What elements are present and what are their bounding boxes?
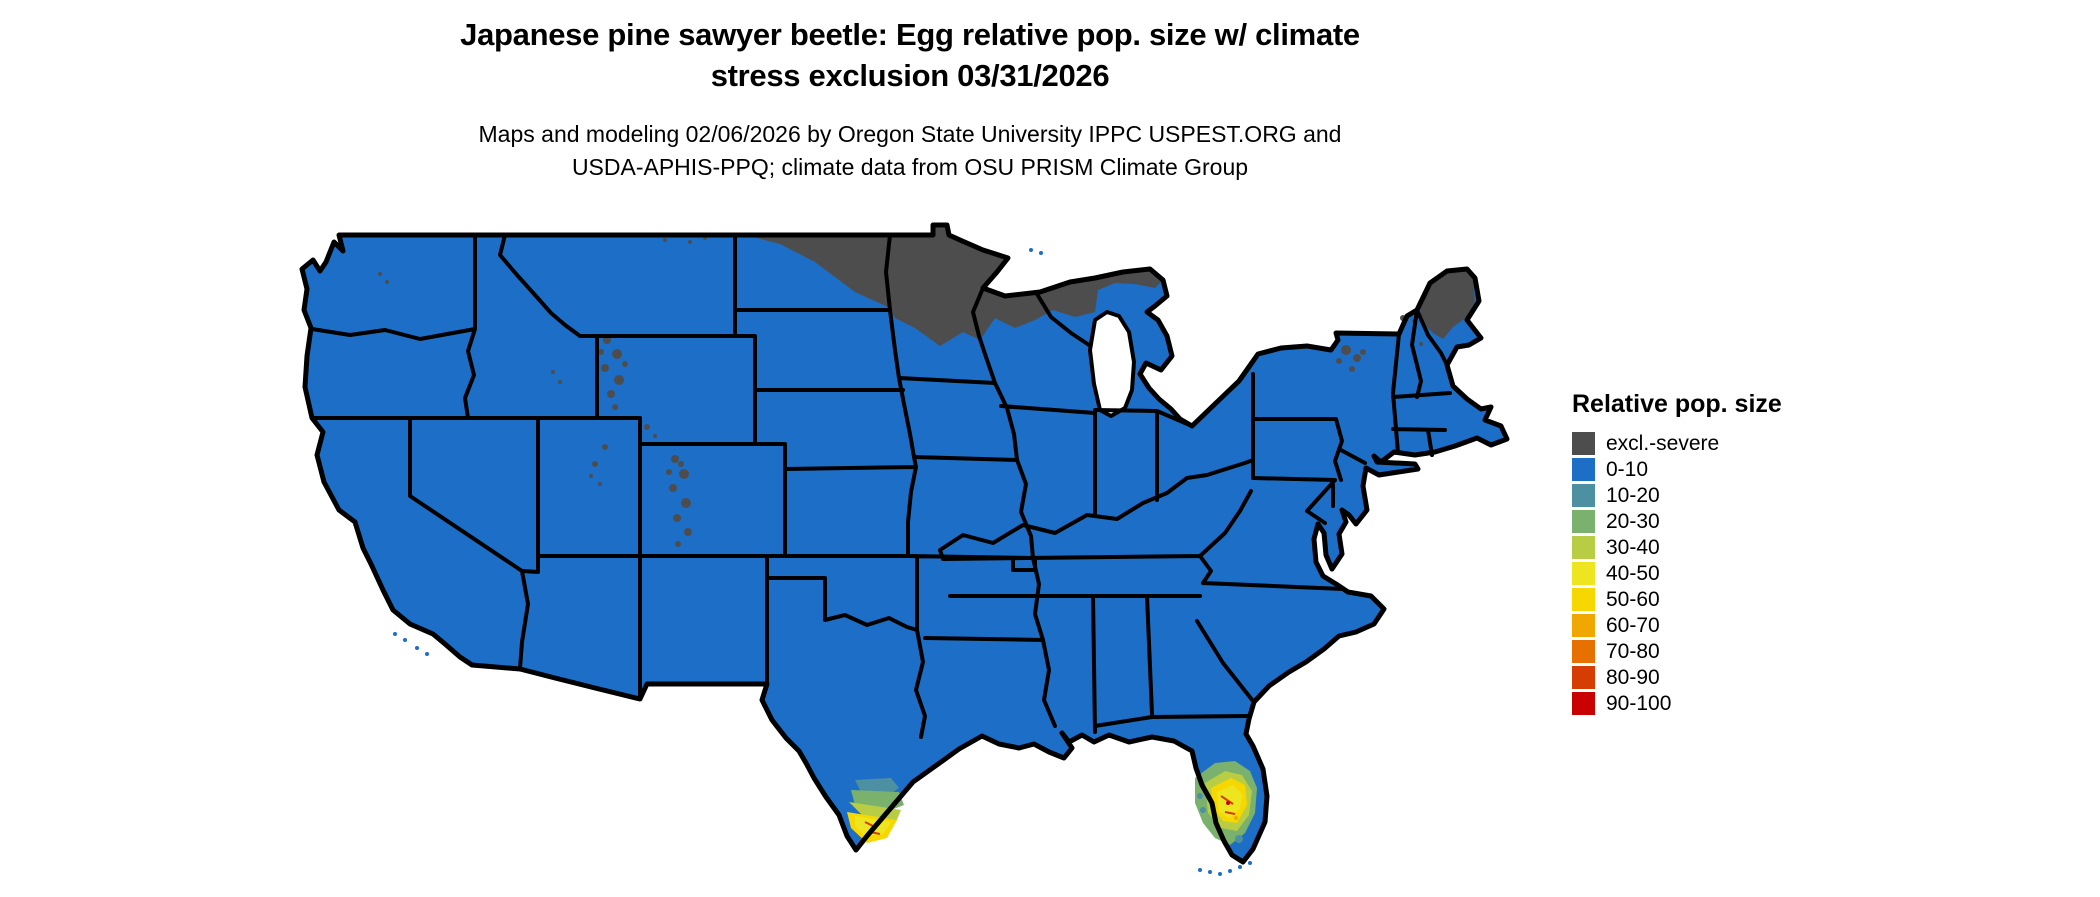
- us-risk-map: [295, 222, 1550, 892]
- legend-label: 30-40: [1606, 536, 1660, 559]
- legend-label: 40-50: [1606, 562, 1660, 585]
- exclusion-mountain-speckles: [378, 236, 1423, 547]
- legend-swatch-90-100: [1572, 692, 1595, 715]
- page-subtitle: Maps and modeling 02/06/2026 by Oregon S…: [405, 118, 1415, 184]
- legend-swatch-20-30: [1572, 510, 1595, 533]
- legend-row: 90-100: [1572, 692, 1832, 715]
- state-borders-east: [1093, 308, 1452, 525]
- offshore-islands: [393, 248, 1252, 876]
- legend-row: 80-90: [1572, 666, 1832, 689]
- legend-row: 20-30: [1572, 510, 1832, 533]
- state-borders-west: [310, 233, 919, 701]
- lake-michigan: [1088, 310, 1136, 418]
- legend-swatch-80-90: [1572, 666, 1595, 689]
- legend-swatch-60-70: [1572, 614, 1595, 637]
- exclusion-severe-region: [378, 225, 1475, 547]
- legend-swatch-0-10: [1572, 458, 1595, 481]
- page-title: Japanese pine sawyer beetle: Egg relativ…: [380, 14, 1440, 96]
- state-borders-central: [765, 286, 1345, 739]
- national-outline: [299, 222, 1510, 865]
- legend-row: 0-10: [1572, 458, 1832, 481]
- legend: Relative pop. size excl.-severe 0-10 10-…: [1572, 390, 1832, 718]
- legend-row: 40-50: [1572, 562, 1832, 585]
- legend-row: excl.-severe: [1572, 432, 1832, 455]
- legend-label: 70-80: [1606, 640, 1660, 663]
- hotspot-florida: [1195, 761, 1257, 845]
- legend-row: 60-70: [1572, 614, 1832, 637]
- legend-label: 80-90: [1606, 666, 1660, 689]
- legend-row: 30-40: [1572, 536, 1832, 559]
- title-line-1: Japanese pine sawyer beetle: Egg relativ…: [460, 17, 1360, 52]
- legend-swatch-70-80: [1572, 640, 1595, 663]
- legend-label: 50-60: [1606, 588, 1660, 611]
- legend-label: 10-20: [1606, 484, 1660, 507]
- legend-row: 50-60: [1572, 588, 1832, 611]
- subtitle-line-1: Maps and modeling 02/06/2026 by Oregon S…: [478, 121, 1342, 147]
- legend-label: 0-10: [1606, 458, 1649, 481]
- legend-swatch-30-40: [1572, 536, 1595, 559]
- us-map-svg: [299, 222, 1510, 876]
- legend-label: 60-70: [1606, 614, 1660, 637]
- exclusion-maine: [1420, 270, 1475, 339]
- title-line-2: stress exclusion 03/31/2026: [710, 58, 1110, 93]
- legend-label: 90-100: [1606, 692, 1672, 715]
- legend-swatch-excl-severe: [1572, 432, 1595, 455]
- conus-landmass: [302, 225, 1507, 862]
- legend-swatch-40-50: [1572, 562, 1595, 585]
- legend-swatch-50-60: [1572, 588, 1595, 611]
- legend-label: excl.-severe: [1606, 432, 1720, 455]
- legend-swatch-10-20: [1572, 484, 1595, 507]
- subtitle-line-2: USDA-APHIS-PPQ; climate data from OSU PR…: [571, 154, 1249, 180]
- legend-row: 10-20: [1572, 484, 1832, 507]
- legend-label: 20-30: [1606, 510, 1660, 533]
- legend-row: 70-80: [1572, 640, 1832, 663]
- legend-title: Relative pop. size: [1572, 390, 1782, 418]
